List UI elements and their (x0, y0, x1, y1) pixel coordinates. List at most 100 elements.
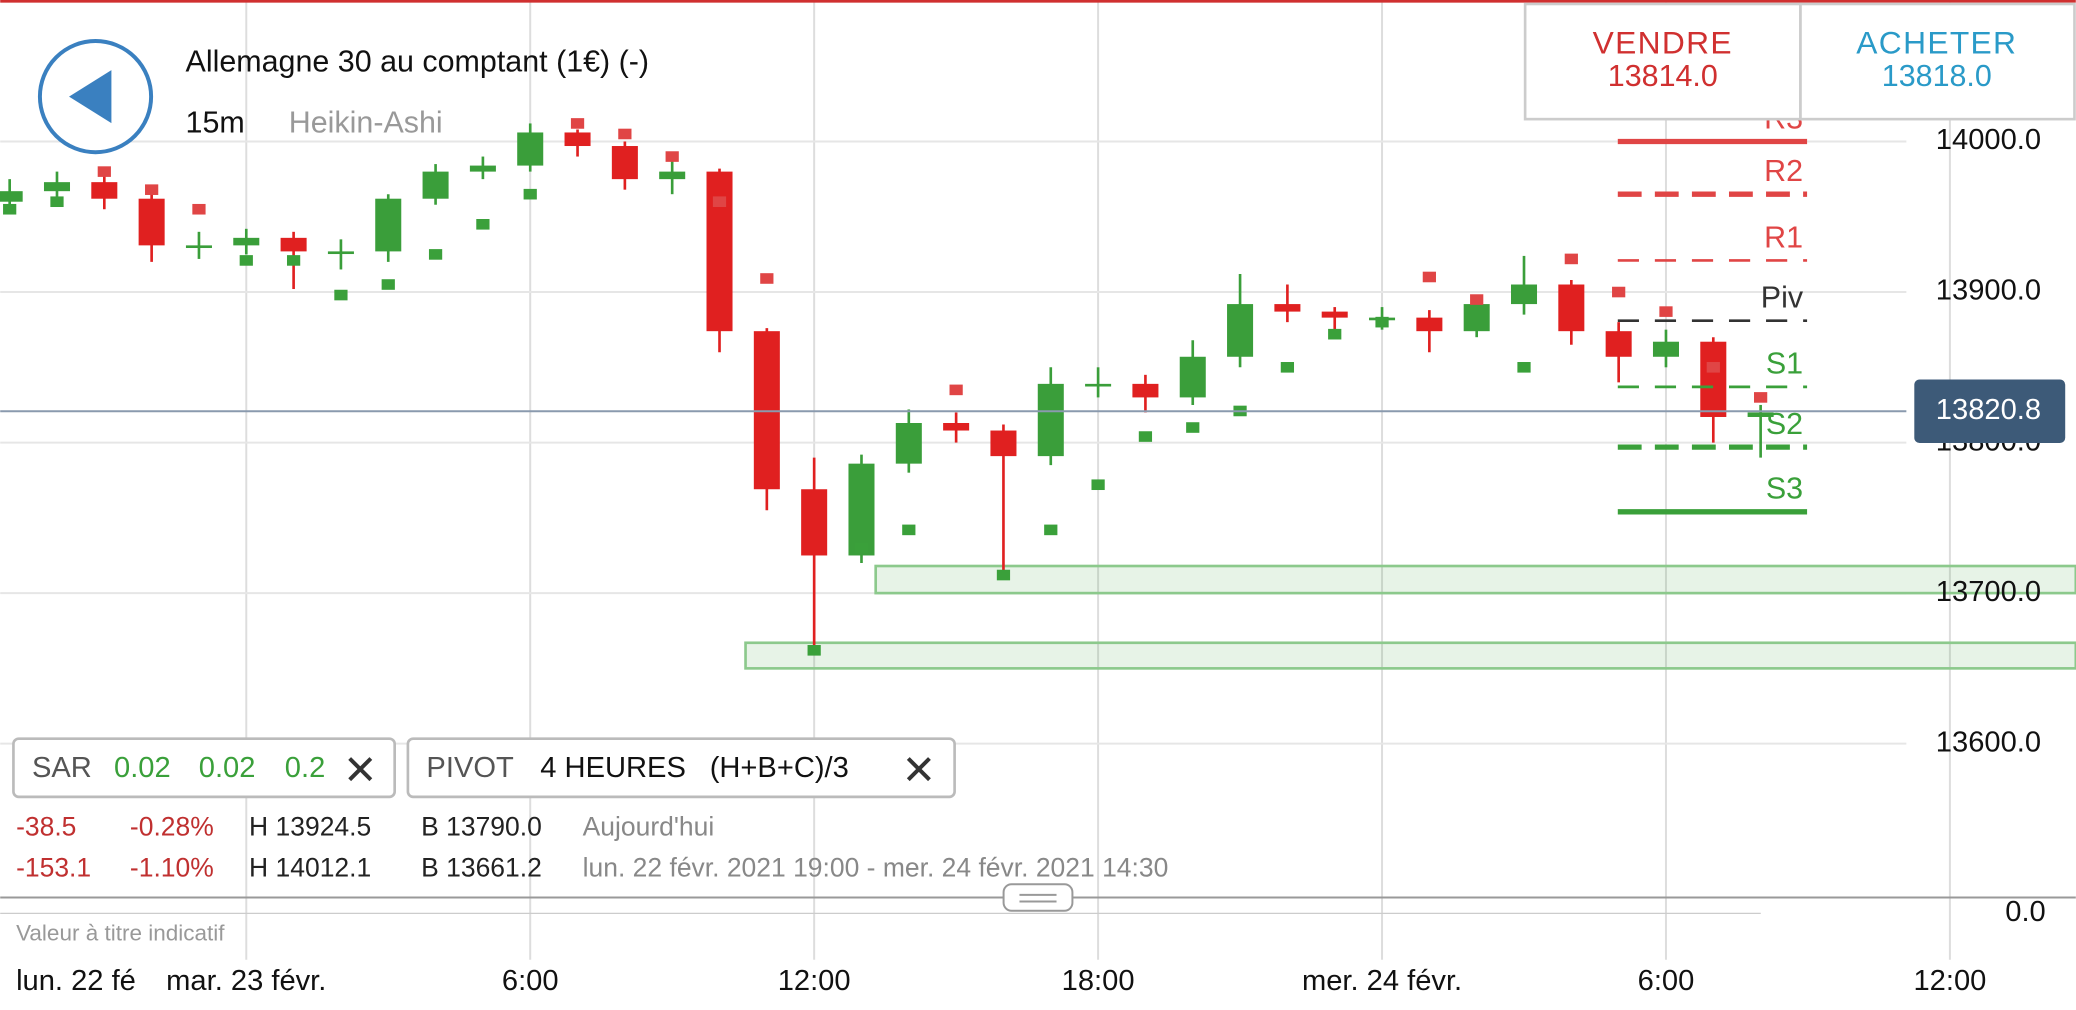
sar-dot (665, 151, 679, 162)
candle-body (185, 245, 212, 249)
sell-box[interactable] (1523, 2, 1802, 121)
sar-legend[interactable]: SAR 0.02 0.02 0.2 (12, 737, 396, 799)
sar-dot (286, 255, 301, 266)
x-tick-label: 12:00 (1913, 965, 1986, 997)
sar-dot (996, 569, 1011, 581)
back-button[interactable] (37, 39, 154, 155)
stat: -0.28% (130, 812, 214, 842)
candle-body (1179, 356, 1206, 398)
chart-style[interactable]: Heikin-Ashi (289, 105, 443, 139)
sar-dot (381, 279, 395, 290)
candle-body (1700, 341, 1727, 417)
candle-body (753, 331, 780, 490)
stat: B 13661.2 (421, 853, 542, 883)
candle-body (233, 237, 260, 246)
sar-dot (807, 645, 821, 656)
sar-dot (334, 289, 348, 301)
candle-body (1510, 284, 1538, 305)
y-tick-label: 13600.0 (1936, 726, 2041, 758)
panel-handle[interactable] (1002, 883, 1074, 912)
sar-dot (1517, 362, 1531, 373)
buy-label[interactable]: ACHETER (1856, 24, 2017, 60)
candle-body (91, 182, 118, 199)
candle-body (1085, 383, 1112, 387)
sar-dot (1659, 306, 1673, 317)
close-icon[interactable] (906, 757, 931, 782)
stats: -38.5 -0.28% H 13924.5 B 13790.0 Aujourd'hui… (16, 812, 1168, 883)
sar-dot (1328, 328, 1342, 340)
sar-dot (949, 384, 963, 396)
sar-dot (1375, 316, 1389, 328)
stat: -38.5 (16, 812, 76, 842)
sar-dot (1706, 362, 1720, 373)
sar-dot (192, 203, 206, 215)
candle-body (327, 251, 354, 255)
current-price-label: 13820.8 (1936, 394, 2041, 426)
pivot-label: S3 (1766, 472, 1803, 506)
candle-body (517, 132, 544, 166)
candle-body (848, 463, 875, 556)
macd-tick-label: 0.0 (2005, 896, 2045, 928)
candle-body (1227, 304, 1254, 357)
stat: H 13924.5 (249, 812, 371, 842)
top-border (0, 0, 2076, 3)
pivot-label: Piv (1761, 281, 1804, 315)
sar-dot (523, 188, 537, 200)
candle-body (422, 171, 449, 199)
y-tick-label: 14000.0 (1936, 124, 2041, 156)
candle-body (801, 489, 828, 556)
candle-body (1416, 317, 1443, 332)
axis: 13600.013700.013800.013900.014000.013820… (0, 124, 2066, 928)
close-icon[interactable] (348, 757, 373, 782)
support-zone (744, 641, 2076, 670)
candle-body (280, 237, 307, 252)
legend-param: 0.02 (199, 752, 256, 784)
sar-dot (428, 249, 443, 260)
sell-button[interactable]: VENDRE 13814.0 (1523, 2, 1802, 121)
stat: -153.1 (16, 853, 91, 883)
x-axis: mar. 23 févr. 6:00 12:00 18:00 mer. 24 févr.… (16, 965, 1986, 997)
candle-body (1605, 331, 1632, 357)
sar-dot (145, 184, 159, 195)
buy-button[interactable]: ACHETER 13818.0 (1799, 2, 2076, 121)
stat: H 14012.1 (249, 853, 371, 883)
y-tick-label: 13700.0 (1936, 576, 2041, 608)
candle-body (611, 146, 638, 180)
sar-dot (1091, 479, 1105, 491)
x-tick-label: mar. 23 févr. (166, 965, 326, 997)
candle-body (43, 182, 71, 192)
candle-body (375, 198, 402, 252)
sell-label[interactable]: VENDRE (1593, 24, 1733, 60)
candle-body (706, 171, 733, 332)
pivot-legend[interactable]: PIVOT 4 HEURES (H+B+C)/3 (406, 737, 956, 799)
legend-box[interactable] (12, 737, 396, 799)
sell-price[interactable]: 13814.0 (1608, 59, 1718, 93)
buy-price[interactable]: 13818.0 (1882, 59, 1992, 93)
legend-param: 4 HEURES (540, 752, 686, 784)
legend-param: (H+B+C)/3 (710, 752, 849, 784)
sar-dot (1754, 392, 1768, 403)
candle-body (0, 191, 23, 202)
support-zone (874, 564, 2076, 595)
sar-dot (239, 255, 253, 266)
buy-box[interactable] (1799, 2, 2076, 121)
legend-box[interactable] (406, 737, 956, 799)
back-arrow[interactable] (69, 70, 112, 124)
x-tick-label: 12:00 (778, 965, 851, 997)
sar-dot (1186, 422, 1200, 433)
candle-body (138, 198, 165, 246)
pivot-label: R2 (1764, 154, 1803, 188)
sar-dot (1138, 431, 1153, 442)
sar-dot (712, 196, 727, 208)
interval[interactable]: 15m (186, 105, 245, 139)
candle-body (1321, 311, 1348, 318)
x-tick-label: lun. 22 fé (16, 965, 136, 997)
sar-dot (1422, 271, 1436, 283)
sar-dot (854, 542, 869, 554)
stat: lun. 22 févr. 2021 19:00 - mer. 24 févr.… (583, 853, 1169, 883)
handle-grip[interactable] (1019, 893, 1057, 903)
y-tick-label: 13900.0 (1936, 275, 2041, 307)
sar-dot (3, 203, 17, 215)
